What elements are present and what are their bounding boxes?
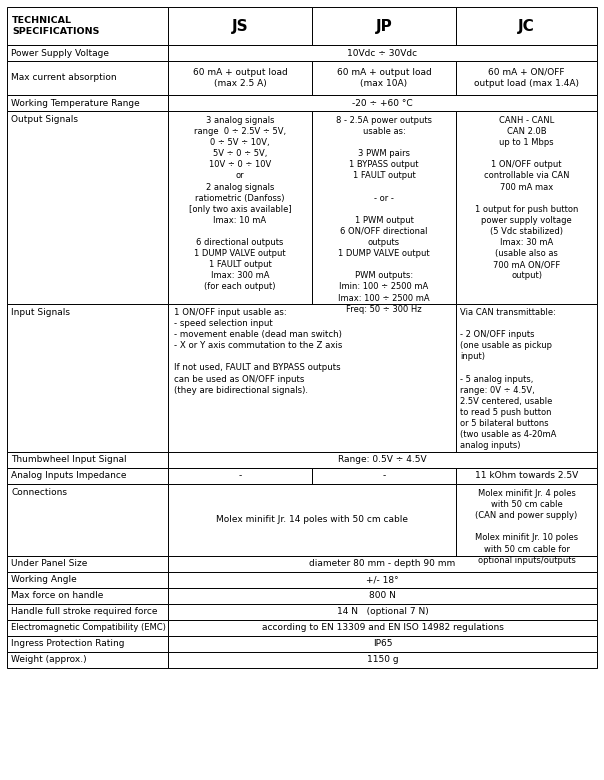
Bar [7, 636, 168, 652]
Text: Electromagnetic Compatibility (EMC): Electromagnetic Compatibility (EMC) [11, 623, 166, 633]
Bar [312, 111, 456, 304]
Text: Under Panel Size: Under Panel Size [11, 559, 88, 569]
Bar [168, 604, 597, 620]
Text: Output Signals: Output Signals [11, 115, 78, 124]
Bar [168, 7, 312, 45]
Text: 60 mA + ON/OFF
output load (max 1.4A): 60 mA + ON/OFF output load (max 1.4A) [474, 68, 579, 88]
Text: Weight (approx.): Weight (approx.) [11, 655, 86, 665]
Text: Working Temperature Range: Working Temperature Range [11, 98, 140, 108]
Bar [168, 484, 456, 556]
Text: Connections: Connections [11, 488, 67, 497]
Bar [456, 484, 597, 556]
Text: Working Angle: Working Angle [11, 576, 77, 584]
Text: according to EN 13309 and EN ISO 14982 regulations: according to EN 13309 and EN ISO 14982 r… [262, 623, 504, 633]
Bar [7, 468, 168, 484]
Bar [168, 652, 597, 668]
Bar [7, 304, 168, 452]
Bar [456, 61, 597, 95]
Text: Analog Inputs Impedance: Analog Inputs Impedance [11, 471, 126, 480]
Text: Range: 0.5V ÷ 4.5V: Range: 0.5V ÷ 4.5V [338, 456, 427, 465]
Bar [7, 45, 168, 61]
Bar [7, 484, 168, 556]
Text: diameter 80 mm - depth 90 mm: diameter 80 mm - depth 90 mm [309, 559, 455, 569]
Bar [7, 111, 168, 304]
Bar [7, 572, 168, 588]
Bar [168, 95, 597, 111]
Bar [7, 61, 168, 95]
Bar [168, 556, 597, 572]
Text: Ingress Protection Rating: Ingress Protection Rating [11, 640, 124, 648]
Bar [7, 588, 168, 604]
Bar [7, 452, 168, 468]
Bar [168, 61, 312, 95]
Bar [168, 588, 597, 604]
Bar [168, 468, 312, 484]
Bar [168, 304, 456, 452]
Bar [168, 620, 597, 636]
Text: 8 - 2.5A power outputs
usable as:

3 PWM pairs
1 BYPASS output
1 FAULT output

-: 8 - 2.5A power outputs usable as: 3 PWM … [336, 116, 432, 314]
Text: Max current absorption: Max current absorption [11, 73, 117, 83]
Text: IP65: IP65 [373, 640, 392, 648]
Bar [7, 652, 168, 668]
Text: -20 ÷ +60 °C: -20 ÷ +60 °C [352, 98, 413, 108]
Bar [456, 304, 597, 452]
Text: Molex minifit Jr. 4 poles
with 50 cm cable
(CAN and power supply)

Molex minifit: Molex minifit Jr. 4 poles with 50 cm cab… [475, 489, 578, 565]
Text: 1 ON/OFF input usable as:
- speed selection input
- movement enable (dead man sw: 1 ON/OFF input usable as: - speed select… [174, 308, 342, 395]
Bar [168, 636, 597, 652]
Bar [168, 111, 312, 304]
Bar [312, 468, 456, 484]
Bar [7, 620, 168, 636]
Bar [7, 604, 168, 620]
Bar [168, 45, 597, 61]
Text: Molex minifit Jr. 14 poles with 50 cm cable: Molex minifit Jr. 14 poles with 50 cm ca… [216, 516, 408, 524]
Text: 60 mA + output load
(max 10A): 60 mA + output load (max 10A) [336, 68, 431, 88]
Text: -: - [239, 471, 242, 480]
Text: Max force on handle: Max force on handle [11, 591, 103, 601]
Text: +/- 18°: +/- 18° [366, 576, 399, 584]
Text: JC: JC [518, 19, 535, 34]
Text: Via CAN transmittable:

- 2 ON/OFF inputs
(one usable as pickup
input)

- 5 anal: Via CAN transmittable: - 2 ON/OFF inputs… [460, 308, 556, 450]
Text: Handle full stroke required force: Handle full stroke required force [11, 608, 158, 616]
Bar [168, 572, 597, 588]
Text: CANH - CANL
CAN 2.0B
up to 1 Mbps

1 ON/OFF output
controllable via CAN
700 mA m: CANH - CANL CAN 2.0B up to 1 Mbps 1 ON/O… [475, 116, 578, 280]
Text: Input Signals: Input Signals [11, 308, 70, 317]
Bar [456, 7, 597, 45]
Text: Power Supply Voltage: Power Supply Voltage [11, 48, 109, 58]
Text: 800 N: 800 N [369, 591, 396, 601]
Text: 60 mA + output load
(max 2.5 A): 60 mA + output load (max 2.5 A) [193, 68, 288, 88]
Text: 14 N   (optional 7 N): 14 N (optional 7 N) [336, 608, 428, 616]
Bar [312, 61, 456, 95]
Text: TECHNICAL
SPECIFICATIONS: TECHNICAL SPECIFICATIONS [12, 16, 100, 36]
Bar [7, 556, 168, 572]
Text: 11 kOhm towards 2.5V: 11 kOhm towards 2.5V [475, 471, 578, 480]
Text: JP: JP [376, 19, 393, 34]
Bar [456, 111, 597, 304]
Text: 3 analog signals
range  0 ÷ 2.5V ÷ 5V,
0 ÷ 5V ÷ 10V,
5V ÷ 0 ÷ 5V,
10V ÷ 0 ÷ 10V
: 3 analog signals range 0 ÷ 2.5V ÷ 5V, 0 … [188, 116, 291, 292]
Bar [312, 7, 456, 45]
Text: JS: JS [232, 19, 248, 34]
Text: Thumbwheel Input Signal: Thumbwheel Input Signal [11, 456, 127, 465]
Text: 10Vdc ÷ 30Vdc: 10Vdc ÷ 30Vdc [347, 48, 417, 58]
Bar [7, 7, 168, 45]
Bar [168, 452, 597, 468]
Bar [7, 95, 168, 111]
Text: -: - [382, 471, 385, 480]
Bar [456, 468, 597, 484]
Text: 1150 g: 1150 g [367, 655, 398, 665]
